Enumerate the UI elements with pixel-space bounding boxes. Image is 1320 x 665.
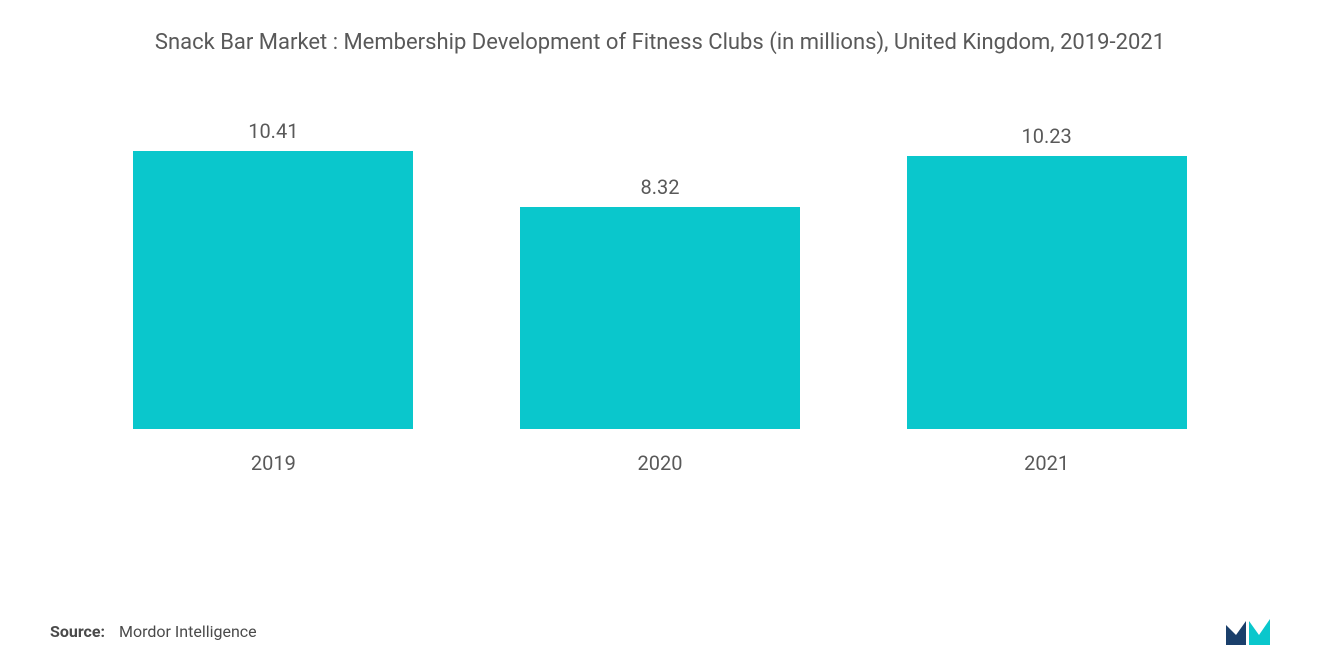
mordor-logo-icon xyxy=(1226,617,1270,645)
source-text: Source: Mordor Intelligence xyxy=(50,622,257,641)
bar-value-1: 8.32 xyxy=(640,175,679,199)
bar-0 xyxy=(133,151,413,429)
labels-row: 2019 2020 2021 xyxy=(50,439,1270,475)
chart-title: Snack Bar Market : Membership Developmen… xyxy=(50,28,1270,59)
bar-2 xyxy=(907,156,1187,429)
chart-area: 10.41 8.32 10.23 2019 2020 2021 xyxy=(50,109,1270,529)
bar-value-0: 10.41 xyxy=(248,119,298,143)
bar-group-0: 10.41 xyxy=(128,119,418,429)
bar-group-2: 10.23 xyxy=(902,124,1192,429)
bar-label-0: 2019 xyxy=(128,451,418,475)
bar-1 xyxy=(520,207,800,429)
bar-group-1: 8.32 xyxy=(515,175,805,429)
source-name: Mordor Intelligence xyxy=(119,622,257,641)
bar-label-2: 2021 xyxy=(902,451,1192,475)
bar-label-1: 2020 xyxy=(515,451,805,475)
source-row: Source: Mordor Intelligence xyxy=(50,617,1270,645)
bars-container: 10.41 8.32 10.23 xyxy=(50,109,1270,429)
source-label: Source: xyxy=(50,622,105,641)
bar-value-2: 10.23 xyxy=(1022,124,1072,148)
